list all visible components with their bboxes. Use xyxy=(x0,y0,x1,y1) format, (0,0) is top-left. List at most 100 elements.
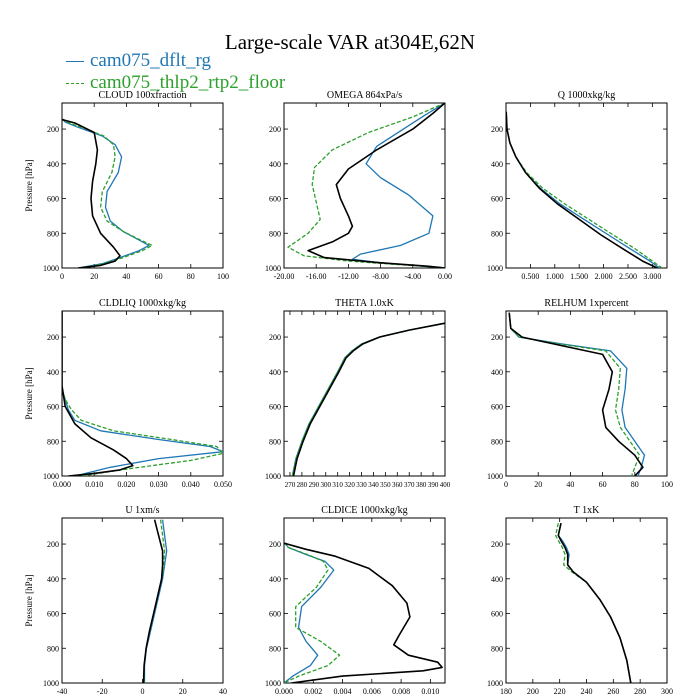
x-tick-label: 0.500 xyxy=(521,272,539,281)
series-line-floor xyxy=(508,312,641,476)
panel-title: THETA 1.0xK xyxy=(335,298,394,309)
y-tick-label: 800 xyxy=(47,437,59,446)
x-tick-label: 400 xyxy=(440,481,451,489)
x-tick-label: -8.00 xyxy=(372,272,389,281)
series-line-dflt xyxy=(557,523,632,683)
y-tick-label: 800 xyxy=(269,437,281,446)
figure-title: Large-scale VAR at304E,62N xyxy=(224,30,476,54)
y-tick-label: 600 xyxy=(491,195,503,204)
panel-frame xyxy=(61,517,224,684)
x-tick-label: 0.040 xyxy=(182,480,200,489)
x-tick-label: 0 xyxy=(504,480,508,489)
y-tick-label: 600 xyxy=(47,195,59,204)
y-tick-label: 800 xyxy=(491,644,503,653)
y-tick-label: 800 xyxy=(269,229,281,238)
y-tick-label: 200 xyxy=(491,125,503,134)
x-tick-label: 1.000 xyxy=(546,272,564,281)
y-tick-label: 600 xyxy=(269,195,281,204)
series-line-floor xyxy=(506,111,663,268)
y-tick-label: 600 xyxy=(491,403,503,412)
x-tick-label: 40 xyxy=(122,272,130,281)
x-tick-label: 0.004 xyxy=(334,687,352,696)
x-tick-label: 200 xyxy=(527,687,539,696)
y-axis-label: Pressure [hPa] xyxy=(24,367,34,419)
x-tick-label: 80 xyxy=(631,480,639,489)
y-tick-label: 1000 xyxy=(43,472,59,481)
panel-title: CLDLIQ 1000xkg/kg xyxy=(99,298,186,309)
x-tick-label: 280 xyxy=(297,481,308,489)
panel-frame xyxy=(505,102,668,269)
panel-7: U 1xm/s 200 400 600 800 1000-40 -20 0 20 40 Pressu… xyxy=(24,505,227,696)
panel-title: CLDICE 1000xkg/kg xyxy=(321,505,407,516)
legend-label-floor: cam075_thlp2_rtp2_floor xyxy=(90,72,286,93)
x-tick-label: 220 xyxy=(554,687,566,696)
series-line-dflt xyxy=(62,311,223,476)
x-tick-label: 390 xyxy=(428,481,439,489)
x-tick-label: 0.030 xyxy=(150,480,168,489)
legend-swatch-dflt xyxy=(66,61,84,63)
y-tick-label: 1000 xyxy=(265,264,281,273)
x-tick-label: 100 xyxy=(217,272,229,281)
x-tick-label: 280 xyxy=(634,687,646,696)
x-tick-label: 0.008 xyxy=(392,687,410,696)
y-tick-label: 400 xyxy=(47,160,59,169)
x-tick-label: 0.010 xyxy=(421,687,439,696)
panel-title: RELHUM 1xpercent xyxy=(544,298,628,309)
series-line-control xyxy=(62,311,134,476)
x-tick-label: 100 xyxy=(661,480,673,489)
x-tick-label: 370 xyxy=(404,481,415,489)
legend-label-dflt: cam075_dflt_rg xyxy=(90,50,212,71)
series-line-floor xyxy=(287,103,445,268)
x-tick-label: 180 xyxy=(500,687,512,696)
y-tick-label: 200 xyxy=(269,540,281,549)
y-tick-label: 400 xyxy=(47,368,59,377)
y-tick-label: 600 xyxy=(269,610,281,619)
x-tick-label: 310 xyxy=(332,481,343,489)
x-tick-label: -40 xyxy=(57,687,68,696)
x-tick-label: 80 xyxy=(187,272,195,281)
series-line-control xyxy=(62,118,121,268)
panel-title: OMEGA 864xPa/s xyxy=(327,90,402,101)
panel-frame xyxy=(283,102,446,269)
series-line-floor xyxy=(291,322,445,476)
series-line-dflt xyxy=(291,322,445,476)
x-tick-label: 300 xyxy=(661,687,673,696)
y-axis-label: Pressure [hPa] xyxy=(24,159,34,211)
series-line-floor xyxy=(62,311,223,476)
x-tick-label: -16.00 xyxy=(306,272,327,281)
series-line-control xyxy=(292,322,445,476)
y-tick-label: 800 xyxy=(47,229,59,238)
x-tick-label: 0.002 xyxy=(304,687,322,696)
y-tick-label: 800 xyxy=(491,437,503,446)
y-tick-label: 400 xyxy=(269,160,281,169)
series-line-dflt xyxy=(506,111,661,268)
x-tick-label: 350 xyxy=(380,481,391,489)
series-line-dflt xyxy=(62,118,150,268)
x-tick-label: 270 xyxy=(285,481,296,489)
x-tick-label: 1.500 xyxy=(570,272,588,281)
panel-frame xyxy=(61,310,224,477)
y-tick-label: 600 xyxy=(47,610,59,619)
x-tick-label: 330 xyxy=(356,481,367,489)
series-line-dflt xyxy=(508,312,646,476)
panel-frame xyxy=(283,310,446,477)
y-tick-label: 1000 xyxy=(43,264,59,273)
x-tick-label: 0.006 xyxy=(363,687,381,696)
x-tick-label: 290 xyxy=(309,481,320,489)
y-tick-label: 1000 xyxy=(487,679,503,688)
x-tick-label: -12.00 xyxy=(338,272,359,281)
x-tick-label: 0.00 xyxy=(438,272,452,281)
y-tick-label: 400 xyxy=(491,368,503,377)
x-tick-label: 0.000 xyxy=(275,687,293,696)
y-tick-label: 1000 xyxy=(265,472,281,481)
y-tick-label: 1000 xyxy=(487,472,503,481)
series-line-control xyxy=(508,312,644,476)
panel-title: Q 1000xkg/kg xyxy=(558,90,616,101)
panel-title: T 1xK xyxy=(574,505,600,516)
y-tick-label: 600 xyxy=(269,403,281,412)
series-line-dflt xyxy=(284,541,335,683)
series-line-control xyxy=(142,519,164,683)
